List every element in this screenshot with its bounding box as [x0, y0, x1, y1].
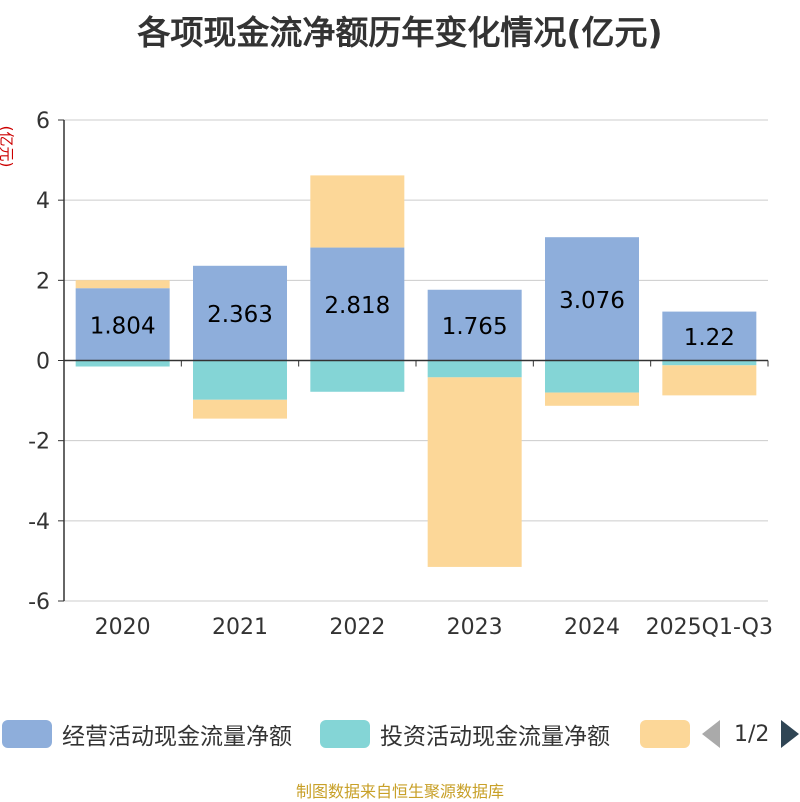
x-tick-label: 2023	[447, 615, 503, 640]
chart-title: 各项现金流净额历年变化情况(亿元)	[137, 13, 663, 52]
y-tick-label: -2	[28, 430, 50, 455]
data-labels: 1.804 2.363 2.818 1.765 3.076 1.22	[90, 288, 735, 351]
bar-investing-2022[interactable]	[310, 360, 405, 392]
legend-label-investing: 投资活动现金流量净额	[380, 724, 610, 750]
data-label: 1.765	[442, 314, 508, 340]
bar-financing-2025Q1-Q3[interactable]	[662, 365, 757, 396]
y-tick-label: -6	[28, 590, 50, 615]
legend-swatch-investing	[320, 720, 370, 748]
data-label: 1.804	[90, 313, 156, 339]
bar-operating-2024[interactable]	[545, 237, 639, 361]
bar-operating-2022[interactable]	[310, 247, 405, 361]
bar-financing-2021[interactable]	[193, 399, 287, 419]
legend-item-investing[interactable]: 投资活动现金流量净额	[320, 712, 610, 756]
x-tick-label: 2022	[329, 615, 385, 640]
bar-operating-2025Q1-Q3[interactable]	[662, 311, 757, 361]
x-tick-label: 2025Q1-Q3	[646, 615, 773, 640]
source-footer: 制图数据来自恒生聚源数据库	[295, 782, 504, 801]
bar-financing-2024[interactable]	[545, 392, 639, 406]
y-tick-label: 6	[36, 109, 50, 134]
bar-investing-2023[interactable]	[427, 360, 522, 378]
x-tick-label: 2021	[212, 615, 268, 640]
bars	[75, 175, 757, 567]
bar-investing-2021[interactable]	[193, 360, 287, 400]
data-label: 3.076	[559, 288, 625, 314]
pager-next-icon[interactable]	[781, 720, 800, 748]
axes: 6 4 2 0 -2 -4 -6 2020 2021 2022 2023 2024 2025Q1-Q3	[28, 109, 773, 640]
data-label: 2.818	[324, 293, 390, 319]
grid-lines	[64, 119, 768, 602]
legend-item-financing[interactable]	[640, 712, 700, 756]
x-tick-label: 2024	[564, 615, 620, 640]
legend-label-operating: 经营活动现金流量净额	[62, 724, 292, 750]
legend-swatch-financing	[640, 720, 690, 748]
y-tick-label: -4	[28, 510, 50, 535]
y-tick-label: 2	[36, 269, 50, 294]
legend: 经营活动现金流量净额 投资活动现金流量净额 1/2	[0, 712, 800, 756]
pager-text: 1/2	[734, 721, 770, 747]
bar-investing-2025Q1-Q3[interactable]	[662, 360, 757, 366]
x-tick-label: 2020	[95, 615, 151, 640]
bar-operating-2020[interactable]	[75, 288, 170, 361]
y-tick-label: 4	[36, 189, 50, 214]
legend-swatch-operating	[2, 720, 52, 748]
legend-item-operating[interactable]: 经营活动现金流量净额	[2, 712, 292, 756]
bar-financing-2022[interactable]	[310, 175, 405, 248]
legend-pager: 1/2	[702, 712, 800, 756]
bar-operating-2021[interactable]	[193, 265, 287, 361]
bar-financing-2020[interactable]	[75, 280, 170, 289]
bar-investing-2024[interactable]	[545, 360, 639, 393]
data-label: 1.22	[684, 325, 735, 351]
data-label: 2.363	[207, 302, 273, 328]
pager-prev-icon[interactable]	[702, 720, 720, 748]
bar-investing-2020[interactable]	[75, 360, 170, 367]
y-tick-label: 0	[36, 350, 50, 375]
bar-operating-2023[interactable]	[427, 289, 522, 361]
bar-financing-2023[interactable]	[427, 377, 522, 567]
